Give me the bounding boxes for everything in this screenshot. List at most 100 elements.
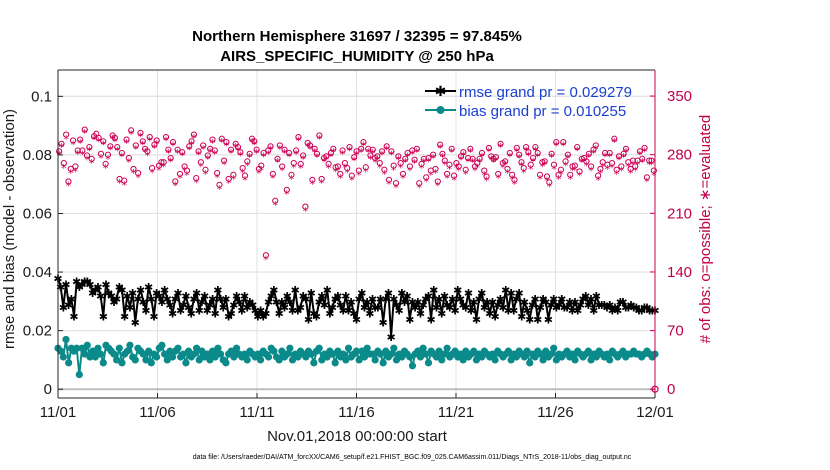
obs-evaluated-point-7: * xyxy=(73,165,79,178)
obs-evaluated-point-56: * xyxy=(186,144,192,157)
obs-evaluated-point-36: * xyxy=(140,139,146,152)
bias-point-114 xyxy=(358,347,366,355)
rmse-point-177: ✱ xyxy=(525,313,534,326)
obs-possible-point-20 xyxy=(102,160,109,168)
obs-evaluated-point-165: * xyxy=(440,151,446,164)
rmse-point-170: ✱ xyxy=(506,287,515,300)
rmse-point-70: ✱ xyxy=(240,290,249,303)
rmse-point-24: ✱ xyxy=(117,284,126,297)
rmse-point-103: ✱ xyxy=(328,302,337,315)
obs-possible-point-103 xyxy=(295,134,302,141)
bias-point-182 xyxy=(539,356,547,364)
obs-evaluated-point-226: * xyxy=(581,155,587,168)
obs-possible-point-143 xyxy=(388,148,395,155)
obs-evaluated-point-77: * xyxy=(235,145,241,158)
obs-possible-point-144 xyxy=(390,162,397,169)
obs-evaluated-point-114: * xyxy=(321,155,327,168)
bias-point-136 xyxy=(416,353,425,361)
obs-possible-point-165 xyxy=(439,150,446,157)
obs-evaluated-point-98: * xyxy=(284,188,290,201)
bias-point-179 xyxy=(531,353,539,361)
obs-possible-point-63 xyxy=(202,166,209,173)
rmse-point-182: ✱ xyxy=(538,293,547,306)
obs-evaluated-point-27: * xyxy=(119,150,125,163)
obs-evaluated-point-103: * xyxy=(296,134,302,147)
obs-evaluated-point-249: * xyxy=(635,159,641,172)
obs-possible-point-205 xyxy=(532,144,539,151)
obs-evaluated-point-123: * xyxy=(342,161,348,174)
obs-evaluated-point-180: * xyxy=(475,161,481,174)
obs-evaluated-point-63: * xyxy=(203,168,209,181)
obs-evaluated-point-182: * xyxy=(479,150,485,163)
rmse-point-198: ✱ xyxy=(581,290,590,303)
rmse-point-142: ✱ xyxy=(432,302,441,315)
rmse-point-143: ✱ xyxy=(435,293,444,306)
rmse-point-15: ✱ xyxy=(93,281,102,294)
rmse-point-165: ✱ xyxy=(493,299,502,312)
rmse-point-209: ✱ xyxy=(610,302,619,315)
obs-evaluated-point-51: * xyxy=(175,147,181,160)
obs-evaluated-point-22: * xyxy=(108,144,114,157)
rmse-point-57: ✱ xyxy=(205,299,214,312)
obs-evaluated-point-153: * xyxy=(412,157,418,170)
rmse-point-86: ✱ xyxy=(283,290,292,303)
y-tick-label-2: 0.04 xyxy=(23,264,52,281)
obs-evaluated-point-206: * xyxy=(535,150,541,163)
rmse-point-46: ✱ xyxy=(176,305,185,318)
rmse-point-152: ✱ xyxy=(458,299,467,312)
obs-possible-point-161 xyxy=(430,151,437,158)
obs-possible-point-18 xyxy=(97,150,105,157)
bias-point-8 xyxy=(75,370,83,379)
obs-evaluated-point-83: * xyxy=(249,136,255,149)
bias-point-24 xyxy=(118,359,126,367)
obs-evaluated-point-112: * xyxy=(317,133,323,146)
rmse-point-28: ✱ xyxy=(128,287,137,300)
obs-evaluated-point-81: * xyxy=(245,160,251,173)
bias-point-185 xyxy=(547,350,555,358)
rmse-point-193: ✱ xyxy=(568,305,577,318)
rmse-point-1: ✱ xyxy=(56,281,65,294)
rmse-point-109: ✱ xyxy=(344,305,353,318)
obs-evaluated-point-35: * xyxy=(138,130,144,143)
bias-point-104 xyxy=(331,359,339,367)
rmse-point-106: ✱ xyxy=(336,299,345,312)
bias-point-105 xyxy=(334,347,342,355)
obs-possible-point-34 xyxy=(135,170,142,177)
obs-evaluated-point-132: * xyxy=(363,165,369,178)
bias-point-142 xyxy=(432,353,441,361)
obs-possible-point-0 xyxy=(56,148,63,155)
obs-evaluated-point-197: * xyxy=(514,145,520,158)
obs-possible-point-99 xyxy=(286,149,293,157)
bias-point-149 xyxy=(451,347,459,355)
x-tick-label-1: 11/06 xyxy=(139,404,175,421)
rmse-point-102: ✱ xyxy=(325,308,334,321)
rmse-point-98: ✱ xyxy=(315,296,324,309)
obs-evaluated-point-14: * xyxy=(89,157,95,170)
bias-point-206 xyxy=(603,350,611,358)
obs-evaluated-point-100: * xyxy=(289,173,295,186)
obs-possible-point-128 xyxy=(353,148,360,155)
rmse-point-115: ✱ xyxy=(360,302,369,315)
chart-subtitle: AIRS_SPECIFIC_HUMIDITY @ 250 hPa xyxy=(220,48,494,65)
obs-possible-point-135 xyxy=(369,146,376,153)
obs-evaluated-point-85: * xyxy=(254,147,260,160)
y-right-tick-label-1: 70 xyxy=(667,323,684,340)
bias-point-33 xyxy=(142,356,150,364)
bias-point-83 xyxy=(275,356,283,364)
obs-evaluated-point-191: * xyxy=(500,161,506,174)
bias-point-13 xyxy=(89,347,97,355)
obs-evaluated-point-166: * xyxy=(442,159,448,172)
obs-possible-point-2 xyxy=(60,159,67,167)
obs-evaluated-point-253: * xyxy=(644,175,650,188)
obs-evaluated-point-239: * xyxy=(612,136,618,149)
obs-evaluated-point-88: * xyxy=(261,150,267,163)
rmse-point-166: ✱ xyxy=(496,293,505,306)
obs-possible-point-110 xyxy=(311,145,318,152)
bias-point-9 xyxy=(78,344,86,352)
obs-evaluated-point-13: * xyxy=(87,145,93,158)
rmse-point-7: ✱ xyxy=(72,275,81,288)
y-right-axis-label: # of obs: o=possible; ∗=evaluated xyxy=(697,115,714,344)
bias-point-22 xyxy=(113,356,121,364)
obs-possible-point-9 xyxy=(76,136,84,143)
bias-point-126 xyxy=(390,344,398,352)
